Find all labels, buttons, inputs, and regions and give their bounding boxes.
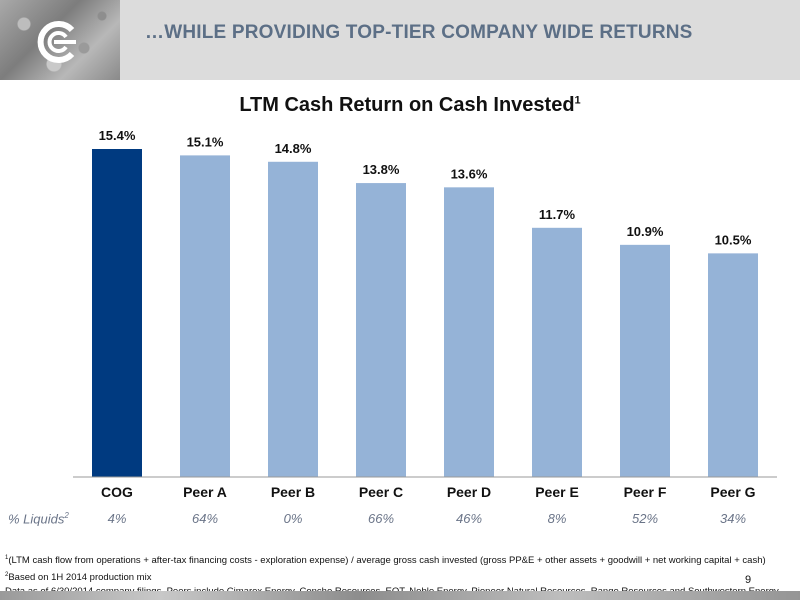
- category-label: Peer G: [710, 484, 755, 500]
- bar-peer-b: [268, 161, 318, 477]
- liquids-label: % Liquids2: [8, 511, 69, 526]
- company-logo: [37, 21, 76, 63]
- bar-peer-c: [356, 183, 406, 477]
- bar-peer-e: [532, 227, 582, 477]
- bar-peer-g: [708, 253, 758, 477]
- data-label: 11.7%: [539, 207, 576, 222]
- bar-peer-a: [180, 155, 230, 477]
- footnote-1-text: (LTM cash flow from operations + after-t…: [8, 555, 766, 567]
- liquids-value: 0%: [283, 511, 303, 526]
- data-label: 14.8%: [275, 141, 312, 156]
- data-label: 13.6%: [451, 166, 488, 181]
- chart-title: LTM Cash Return on Cash Invested1: [0, 94, 800, 117]
- liquids-value: 4%: [107, 511, 127, 526]
- footnote-1: 1(LTM cash flow from operations + after-…: [5, 551, 779, 568]
- bar-cog: [92, 149, 142, 477]
- category-label: Peer B: [271, 484, 315, 500]
- liquids-value: 52%: [631, 511, 659, 526]
- data-label: 15.1%: [187, 134, 224, 149]
- liquids-value: 64%: [191, 511, 219, 526]
- liquids-label-text: % Liquids: [8, 511, 65, 527]
- category-label: Peer F: [624, 484, 667, 500]
- bar-chart: 15.4% COG 15.1% Peer A 14.8% Peer B 13.8% Peer …: [73, 128, 777, 500]
- category-label: COG: [101, 484, 133, 500]
- bar-peer-f: [620, 244, 670, 477]
- page-title: …WHILE PROVIDING TOP-TIER COMPANY WIDE R…: [145, 22, 693, 43]
- liquids-value: 34%: [719, 511, 747, 526]
- footnote-2: 2Based on 1H 2014 production mix: [5, 568, 779, 585]
- bottom-rock-strip: [0, 591, 800, 600]
- liquids-value: 66%: [367, 511, 395, 526]
- bar-peer-d: [444, 187, 494, 478]
- chart-title-footnote: 1: [574, 94, 581, 107]
- chart-title-text: LTM Cash Return on Cash Invested: [239, 94, 575, 116]
- header-bar: …WHILE PROVIDING TOP-TIER COMPANY WIDE R…: [0, 0, 800, 80]
- footnote-1-mark: 1: [5, 555, 9, 561]
- data-label: 10.5%: [715, 232, 752, 247]
- liquids-value: 8%: [547, 511, 567, 526]
- category-label: Peer E: [535, 484, 579, 500]
- footnote-2-mark: 2: [5, 572, 9, 579]
- data-label: 13.8%: [363, 162, 400, 177]
- page-number: 9: [745, 574, 752, 586]
- data-label: 10.9%: [627, 224, 664, 239]
- footnote-2-text: Based on 1H 2014 production mix: [8, 572, 152, 584]
- data-label: 15.4%: [99, 128, 136, 143]
- category-label: Peer A: [183, 484, 227, 500]
- category-label: Peer D: [447, 484, 491, 500]
- category-label: Peer C: [359, 484, 403, 500]
- liquids-value: 46%: [455, 511, 483, 526]
- liquids-label-footnote: 2: [64, 511, 69, 520]
